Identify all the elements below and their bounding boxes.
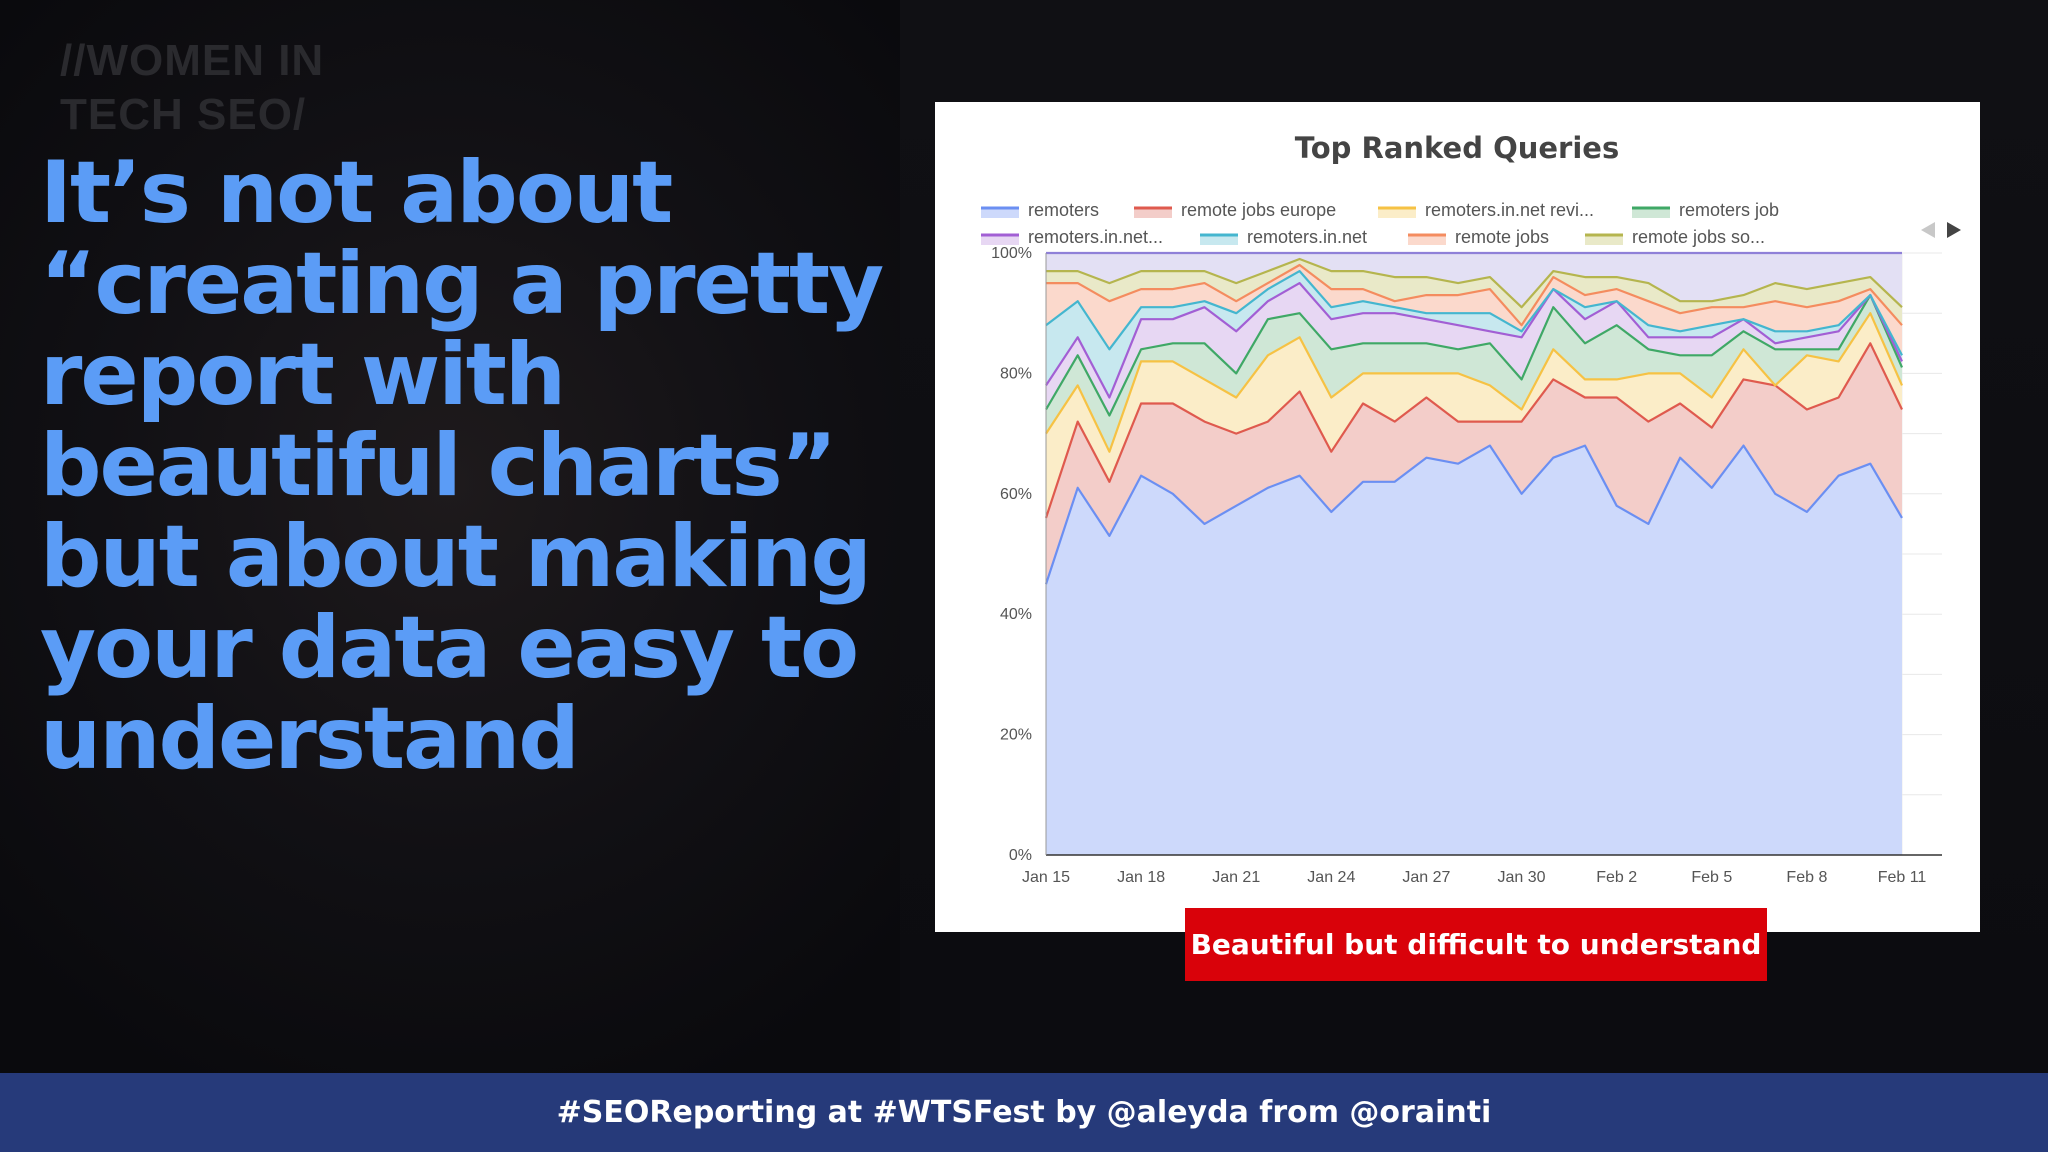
legend-label: remoters [1028,200,1099,220]
x-tick-label: Jan 18 [1117,869,1165,886]
x-tick-label: Feb 8 [1786,869,1827,886]
area-series-0 [1046,445,1902,855]
x-tick-label: Jan 30 [1498,869,1546,886]
legend-label: remote jobs europe [1181,200,1336,220]
legend-swatch [1200,235,1238,245]
legend-label: remoters.in.net... [1028,227,1163,247]
chart-legend: remoters remote jobs europe remoters.in.ne… [981,200,1779,247]
x-tick-label: Jan 27 [1402,869,1450,886]
legend-label: remoters.in.net [1247,227,1367,247]
legend-item[interactable]: remoters.in.net... [981,227,1163,247]
legend-prev-icon[interactable] [1921,222,1935,238]
legend-swatch [1408,235,1446,245]
chart-title: Top Ranked Queries [1295,131,1619,165]
legend-swatch [981,235,1019,245]
legend-swatch [1585,235,1623,245]
legend-label: remoters.in.net revi... [1425,200,1594,220]
legend-swatch [1632,208,1670,218]
chart-card: Top Ranked Queries 0% 20% 40% 60% 80% 100% Jan… [935,102,1980,932]
legend-swatch [1134,208,1172,218]
line-series-1 [1044,342,1903,519]
chart-areas [1046,253,1902,855]
x-tick-label: Jan 15 [1022,869,1070,886]
area-series-5 [1046,271,1902,398]
legend-pager[interactable] [1921,222,1961,238]
logo-line-1: //WOMEN IN [60,36,325,85]
legend-swatch [981,208,1019,218]
y-tick-label: 100% [991,245,1032,262]
line-series-0 [1044,444,1903,585]
chart-axes: 0% 20% 40% 60% 80% 100% Jan 15 Jan 18 Jan 21 Jan … [991,245,1942,886]
slide-background-left [0,0,1000,1073]
footer-text: #SEOReporting at #WTSFest by @aleyda fro… [556,1095,1492,1130]
line-series-5 [1045,270,1903,356]
area-series-4 [1046,283,1902,416]
x-tick-label: Jan 21 [1212,869,1260,886]
legend-item[interactable]: remoters [981,200,1099,220]
y-tick-label: 60% [1000,486,1032,503]
legend-item[interactable]: remote jobs europe [1134,200,1336,220]
legend-label: remoters job [1679,200,1779,220]
y-tick-label: 20% [1000,727,1032,744]
stacked-area-chart: Top Ranked Queries 0% 20% 40% 60% 80% 100% Jan… [981,131,1961,886]
legend-next-icon[interactable] [1947,222,1961,238]
line-series-7 [1046,257,1903,309]
slide-headline: It’s not about “creating a pretty report… [40,143,884,789]
legend-item[interactable]: remote jobs so... [1585,227,1765,247]
x-tick-label: Feb 5 [1691,869,1732,886]
legend-swatch [1378,208,1416,218]
x-tick-label: Feb 2 [1596,869,1637,886]
caption-badge: Beautiful but difficult to understand [1185,908,1767,981]
legend-item[interactable]: remote jobs [1408,227,1549,247]
footer-bar: #SEOReporting at #WTSFest by @aleyda fro… [0,1073,2048,1152]
legend-item[interactable]: remoters.in.net revi... [1378,200,1594,220]
line-series-3 [1045,294,1904,417]
line-series-6 [1046,263,1903,327]
x-tick-label: Feb 11 [1878,869,1927,886]
logo-line-2: TECH SEO/ [60,90,307,139]
legend-item[interactable]: remoters.in.net [1200,227,1367,247]
area-series-2 [1046,313,1902,518]
y-tick-label: 0% [1009,847,1032,864]
area-series-6 [1046,265,1902,356]
legend-item[interactable]: remoters job [1632,200,1779,220]
legend-label: remote jobs so... [1632,227,1765,247]
line-series-2 [1045,312,1904,453]
legend-label: remote jobs [1455,227,1549,247]
y-tick-label: 80% [1000,365,1032,382]
chart-lines [1044,251,1904,585]
area-series-1 [1046,343,1902,585]
event-logo: //WOMEN IN TECH SEO/ [60,34,380,142]
y-tick-label: 40% [1000,606,1032,623]
x-tick-label: Jan 24 [1307,869,1355,886]
line-series-4 [1045,282,1903,399]
